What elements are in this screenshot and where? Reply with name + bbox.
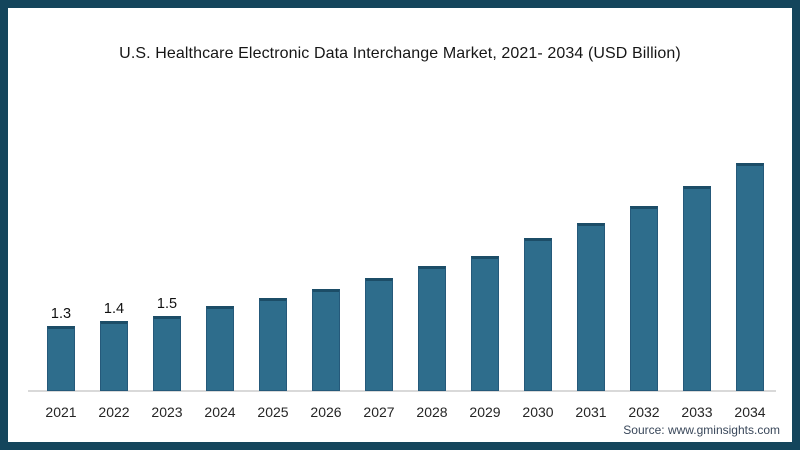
x-tick-label-2023: 2023 [151, 404, 183, 420]
x-tick-label-2027: 2027 [363, 404, 395, 420]
bar-2034 [736, 163, 764, 391]
x-tick-label-2034: 2034 [734, 404, 766, 420]
data-label-2021: 1.3 [50, 306, 72, 322]
x-tick-label-2031: 2031 [575, 404, 607, 420]
x-tick-label-2033: 2033 [681, 404, 713, 420]
x-tick-label-2029: 2029 [469, 404, 501, 420]
x-tick-label-2021: 2021 [45, 404, 77, 420]
source-credit: Source: www.gminsights.com [623, 423, 780, 437]
bar-2024 [206, 306, 234, 391]
bar-2031 [577, 223, 605, 391]
bar-2021 [47, 326, 75, 391]
bar-2029 [471, 256, 499, 391]
x-tick-label-2025: 2025 [257, 404, 289, 420]
x-tick-label-2022: 2022 [98, 404, 130, 420]
bar-2032 [630, 206, 658, 391]
chart-title: U.S. Healthcare Electronic Data Intercha… [119, 45, 681, 62]
x-tick-label-2032: 2032 [628, 404, 660, 420]
x-axis-line [28, 390, 776, 392]
bar-chart: 2021 1.3 2022 1.4 2023 1.5 2024 2025 2026 2027 202… [8, 8, 792, 442]
bar-2026 [312, 289, 340, 391]
bar-2022 [100, 321, 128, 391]
bar-2028 [418, 266, 446, 391]
bar-2023 [153, 316, 181, 391]
data-label-2023: 1.5 [156, 296, 178, 312]
bar-2025 [259, 298, 287, 391]
x-tick-label-2026: 2026 [310, 404, 342, 420]
x-tick-label-2024: 2024 [204, 404, 236, 420]
bar-2033 [683, 186, 711, 391]
x-tick-label-2030: 2030 [522, 404, 554, 420]
bar-2027 [365, 278, 393, 391]
x-tick-label-2028: 2028 [416, 404, 448, 420]
bar-2030 [524, 238, 552, 391]
data-label-2022: 1.4 [103, 301, 125, 317]
